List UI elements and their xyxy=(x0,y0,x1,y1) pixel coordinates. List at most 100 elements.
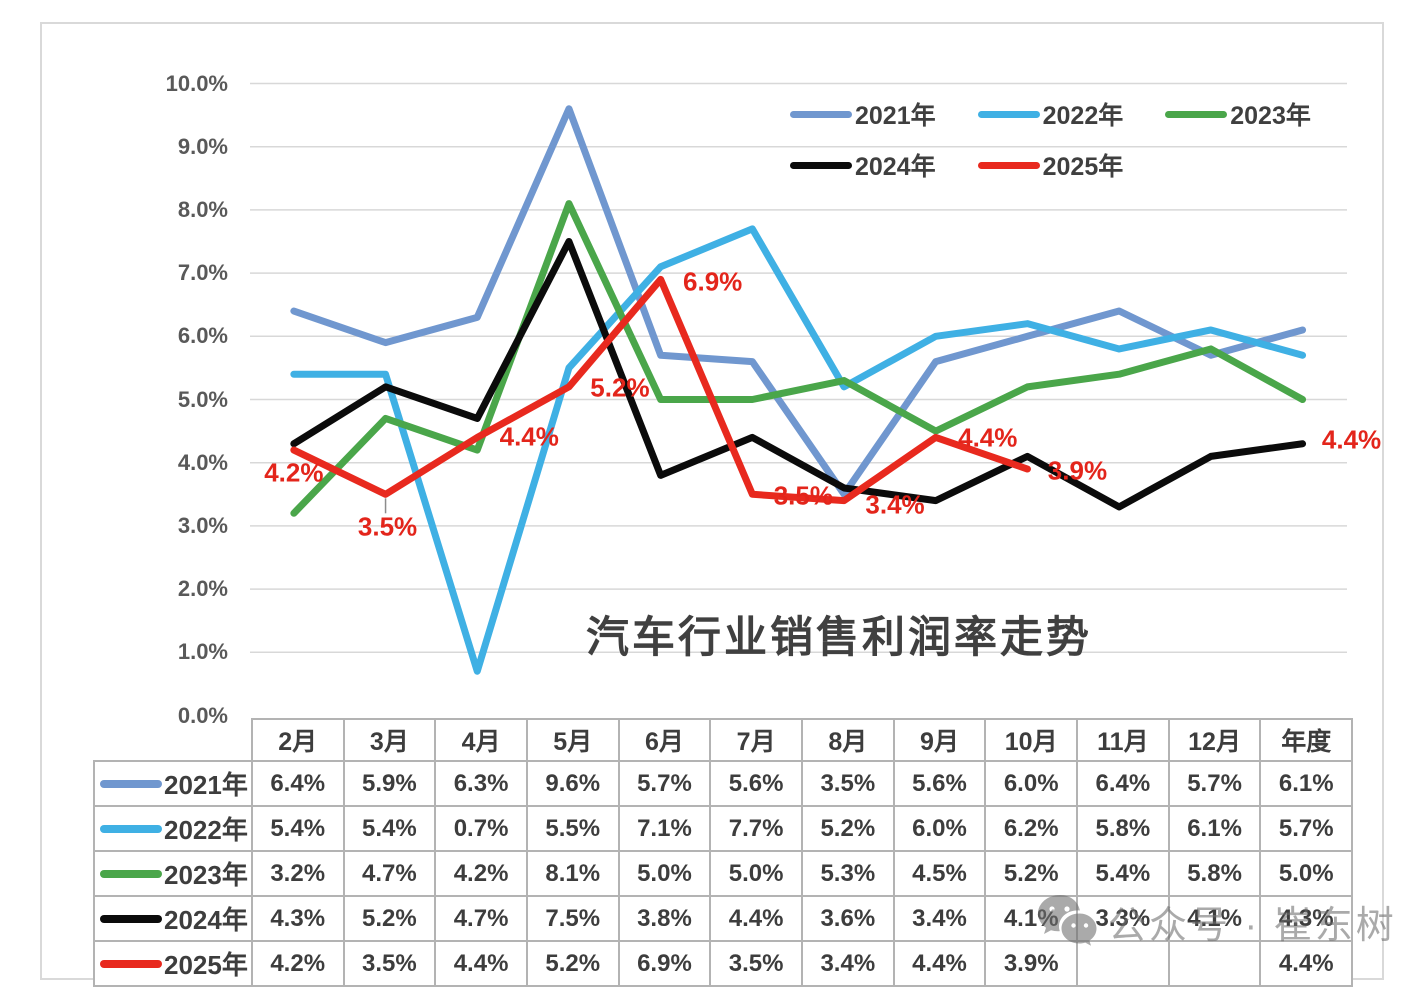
table-cell: 6.3% xyxy=(434,760,528,807)
table-row: 2025年 4.2% 3.5% 4.4% 5.2% 6.9% 3.5% 3.4% 4.4% 3.9… xyxy=(93,940,1354,987)
data-label: 4.2% xyxy=(264,457,324,488)
table-row-label: 2024年 xyxy=(93,895,253,942)
table-cell: 3.4% xyxy=(892,895,987,942)
table-cell: 3.5% xyxy=(800,760,895,807)
data-label: 6.9% xyxy=(683,266,743,297)
table-cell: 6.2% xyxy=(984,805,1079,852)
table-cell: 5.2% xyxy=(342,895,437,942)
table-cell: 4.4% xyxy=(434,940,528,987)
table-row: 2022年 5.4% 5.4% 0.7% 5.5% 7.1% 7.7% 5.2% 6.0% 6.2… xyxy=(93,805,1354,852)
table-cell: 4.4% xyxy=(709,895,803,942)
legend-item-2022年: 2022年 xyxy=(977,96,1124,132)
table-cell: 9.6% xyxy=(525,760,620,807)
y-axis-tick: 1.0% xyxy=(177,639,228,665)
table-header-cell: 2月 xyxy=(250,718,345,762)
table-header-cell: 6月 xyxy=(617,718,712,762)
legend-item-2024年: 2024年 xyxy=(790,147,936,183)
table-cell: 5.8% xyxy=(1167,850,1262,897)
table-cell: 5.2% xyxy=(984,850,1079,897)
table-cell: 5.0% xyxy=(709,850,803,897)
y-axis-tick: 6.0% xyxy=(177,323,228,349)
data-table: 2月 3月 4月 5月 6月 7月 8月 9月 10月 11月 12月 年度 2021年 6.4% 5.9%… xyxy=(93,718,1354,987)
table-row-label: 2023年 xyxy=(93,850,253,897)
table-cell: 5.5% xyxy=(525,805,620,852)
table-cell xyxy=(1167,940,1262,987)
table-cell: 5.4% xyxy=(1076,850,1170,897)
table-cell: 6.0% xyxy=(892,805,987,852)
chart-legend-row-1: 2021年 2022年 2023年 xyxy=(790,96,1311,132)
table-header-cell: 10月 xyxy=(984,718,1079,762)
legend-swatch xyxy=(977,110,1040,118)
table-cell: 6.4% xyxy=(1076,760,1170,807)
table-cell: 5.6% xyxy=(892,760,987,807)
table-cell: 6.1% xyxy=(1167,805,1262,852)
table-header-cell: 4月 xyxy=(434,718,528,762)
table-cell: 5.6% xyxy=(709,760,803,807)
table-header-cell: 11月 xyxy=(1076,718,1170,762)
table-row: 2021年 6.4% 5.9% 6.3% 9.6% 5.7% 5.6% 3.5% 5.6% 6.0… xyxy=(93,760,1354,807)
legend-item-2023年: 2023年 xyxy=(1165,96,1311,132)
table-cell: 5.3% xyxy=(800,850,895,897)
data-label: 3.4% xyxy=(865,489,925,520)
table-cell: 8.1% xyxy=(525,850,620,897)
y-axis-tick: 10.0% xyxy=(165,70,228,96)
data-label: 3.5% xyxy=(773,480,833,511)
chart-title: 汽车行业销售利润率走势 xyxy=(586,614,1092,662)
data-label: 4.4% xyxy=(958,422,1018,453)
table-cell: 5.0% xyxy=(617,850,712,897)
table-cell: 3.6% xyxy=(800,895,895,942)
table-cell: 5.7% xyxy=(617,760,712,807)
table-header-cell: 7月 xyxy=(709,718,803,762)
table-row-label: 2022年 xyxy=(93,805,253,852)
table-cell: 6.4% xyxy=(250,760,345,807)
y-axis-tick: 9.0% xyxy=(177,133,228,159)
data-label: 3.9% xyxy=(1047,455,1108,486)
table-cell: 0.7% xyxy=(434,805,528,852)
series-line-2025年 xyxy=(290,275,1031,505)
data-label: 4.4% xyxy=(1321,424,1382,455)
row-label-text: 2025年 xyxy=(164,950,248,980)
table-row: 2024年 4.3% 5.2% 4.7% 7.5% 3.8% 4.4% 3.6% 3.4% 4.1… xyxy=(93,895,1354,942)
row-legend-swatch xyxy=(100,779,162,788)
table-cell: 4.3% xyxy=(250,895,345,942)
legend-item-2025年: 2025年 xyxy=(977,147,1124,183)
table-cell: 3.3% xyxy=(1076,895,1170,942)
table-cell: 7.7% xyxy=(709,805,803,852)
data-label: 3.5% xyxy=(357,511,418,542)
legend-swatch xyxy=(790,161,852,169)
legend-label: 2025年 xyxy=(1042,153,1124,181)
table-cell: 4.7% xyxy=(342,850,437,897)
row-legend-swatch xyxy=(100,869,162,878)
series-line-2021年 xyxy=(290,105,1307,498)
series-line-2024年 xyxy=(290,238,1307,511)
table-cell: 3.2% xyxy=(250,850,345,897)
row-label-text: 2022年 xyxy=(164,815,248,845)
row-label-text: 2024年 xyxy=(164,905,248,935)
row-legend-swatch xyxy=(100,914,162,923)
table-cell: 5.7% xyxy=(1167,760,1262,807)
table-row: 2023年 3.2% 4.7% 4.2% 8.1% 5.0% 5.0% 5.3% 4.5% 5.2… xyxy=(93,850,1354,897)
y-axis-tick: 5.0% xyxy=(177,386,228,412)
table-cell: 4.7% xyxy=(434,895,528,942)
row-legend-swatch xyxy=(100,824,162,833)
table-cell: 6.9% xyxy=(617,940,712,987)
table-corner-cell xyxy=(94,719,252,761)
table-row-label: 2021年 xyxy=(93,760,253,807)
legend-label: 2024年 xyxy=(855,153,936,181)
table-cell: 5.4% xyxy=(342,805,437,852)
row-label-text: 2023年 xyxy=(164,860,248,890)
table-header-cell: 5月 xyxy=(525,718,620,762)
data-label: 4.4% xyxy=(499,421,559,452)
table-cell: 5.4% xyxy=(250,805,345,852)
table-cell: 7.1% xyxy=(617,805,712,852)
table-cell: 3.4% xyxy=(800,940,895,987)
legend-label: 2023年 xyxy=(1230,102,1311,130)
table-cell: 3.9% xyxy=(984,940,1079,987)
table-cell: 5.0% xyxy=(1259,850,1354,897)
y-axis-tick: 4.0% xyxy=(177,449,228,475)
y-axis-tick: 2.0% xyxy=(177,576,228,602)
legend-label: 2022年 xyxy=(1042,102,1124,130)
table-header-cell: 12月 xyxy=(1167,718,1262,762)
table-cell: 6.0% xyxy=(984,760,1079,807)
